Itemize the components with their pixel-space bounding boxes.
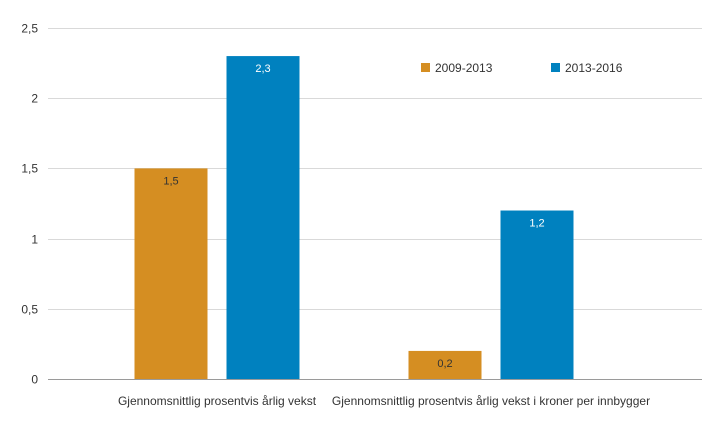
- bar-2013-2016-1: [226, 56, 300, 379]
- bar-value-label: 1,2: [529, 218, 544, 230]
- bar-2009-2013-1: [134, 168, 208, 379]
- legend-item-2013-2016: 2013-2016: [551, 61, 623, 75]
- y-tick-label: 1,5: [21, 162, 38, 176]
- legend-label: 2009-2013: [435, 61, 493, 75]
- bars: [134, 56, 574, 379]
- x-axis-category-labels: Gjennomsnittlig prosentvis årlig vekst Gj…: [118, 394, 650, 408]
- bar-value-label: 0,2: [437, 358, 452, 370]
- bar-2009-2013-2: [408, 350, 482, 379]
- legend-swatch: [551, 63, 560, 72]
- bar-value-label: 1,5: [163, 175, 178, 187]
- legend-label: 2013-2016: [565, 61, 623, 75]
- bar-value-labels: 1,5 0,2 2,3 1,2: [163, 63, 544, 370]
- bar-value-label: 2,3: [255, 63, 270, 75]
- y-tick-label: 2,5: [21, 22, 38, 36]
- y-tick-label: 0,5: [21, 303, 38, 317]
- bar-2013-2016-2: [500, 210, 574, 379]
- x-category-label: Gjennomsnittlig prosentvis årlig vekst: [118, 394, 317, 408]
- legend-item-2009-2013: 2009-2013: [421, 61, 493, 75]
- y-axis-ticks: 0 0,5 1 1,5 2 2,5: [21, 22, 38, 387]
- y-tick-label: 0: [31, 373, 38, 387]
- x-category-label: Gjennomsnittlig prosentvis årlig vekst i…: [332, 394, 650, 408]
- legend-swatch: [421, 63, 430, 72]
- y-tick-label: 2: [31, 92, 38, 106]
- legend: 2009-2013 2013-2016: [421, 61, 623, 75]
- y-tick-label: 1: [31, 233, 38, 247]
